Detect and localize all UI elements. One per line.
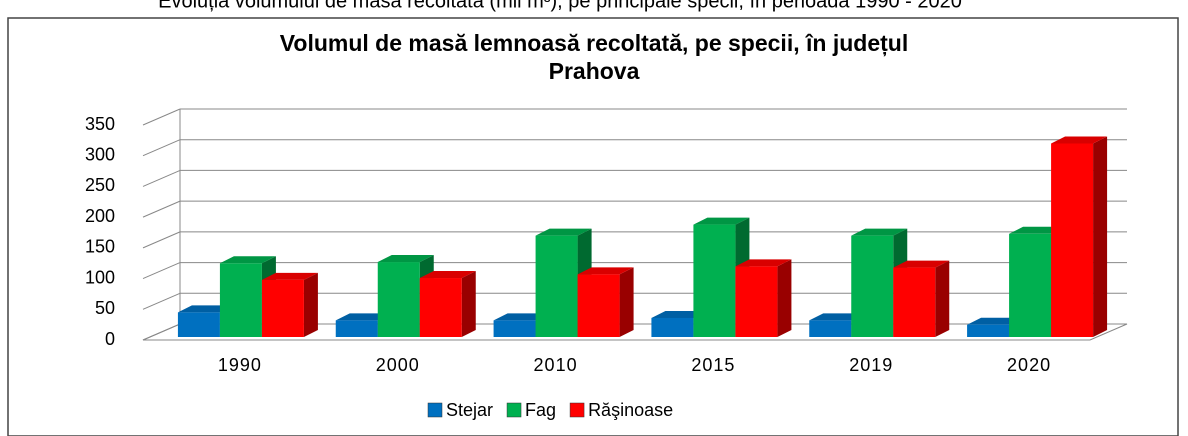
bar-top [735,259,792,267]
bar [219,256,276,337]
y-tick-label: 350 [85,114,115,134]
bar-front [809,320,852,337]
bar-front [419,278,462,337]
bar-front [693,224,736,337]
y-tick-label: 300 [85,144,115,164]
bar [577,267,634,337]
bar [893,260,950,337]
grid-line [142,169,181,187]
bar-front [1009,233,1052,337]
bar-front [1051,143,1094,337]
bar-top [893,260,950,268]
bar-side [1093,136,1108,337]
y-tick-label: 200 [85,206,115,226]
legend-swatch [427,402,443,418]
bar-front [651,317,694,337]
bar-front [577,274,620,337]
bar-side [777,259,792,337]
bar [735,259,792,337]
y-tick-label: 100 [85,267,115,287]
bar-front [335,320,378,337]
bar-front [851,235,894,337]
grid-line [142,108,181,126]
chart-frame [7,17,1179,436]
bar-front [893,267,936,337]
grid-line [142,262,181,280]
bar-top [693,217,750,225]
y-tick-label: 250 [85,175,115,195]
grid-line [142,292,181,310]
x-tick-label: 2015 [691,355,735,375]
bar-top [851,228,908,236]
x-tick-label: 2000 [376,355,420,375]
bar-side [461,271,476,337]
caption: Evoluția volumului de masă recoltată (mi… [158,0,962,12]
bar-top [219,256,276,264]
grid-line [142,200,181,218]
x-tick-label: 2010 [534,355,578,375]
bar-side [303,272,318,337]
grid-line [142,231,181,249]
bar-front [735,266,778,337]
bar-top [261,272,318,280]
bar-front [967,324,1010,337]
bar [1051,136,1108,337]
legend-label: Fag [525,400,556,420]
bar-top [377,255,434,263]
bar-front [535,235,578,337]
bar-top [535,228,592,236]
legend-label: Stejar [446,400,493,420]
title-line: Prahova [549,58,640,84]
legend-swatch [506,402,522,418]
bar-top [419,271,476,279]
y-tick-label: 0 [105,329,115,349]
title-line: Volumul de masă lemnoasă recoltată, pe s… [280,30,908,57]
legend-label: Răşinoase [588,400,673,420]
bar-front [261,279,304,337]
bar-side [619,267,634,337]
bar-front [177,312,220,337]
bar [419,271,476,337]
bar [261,272,318,337]
bar-front [219,263,262,337]
bar-front [493,320,536,337]
grid-line [142,323,181,341]
legend-swatch [569,402,585,418]
x-tick-label: 1990 [218,355,262,375]
y-tick-label: 50 [95,298,115,318]
grid-line [142,139,181,157]
x-tick-label: 2019 [849,355,893,375]
x-tick-label: 2020 [1007,355,1051,375]
bar-top [1051,136,1108,144]
y-tick-label: 150 [85,237,115,257]
bar-top [577,267,634,275]
bar-front [377,262,420,337]
chart-title: Volumul de masă lemnoasă recoltată, pe s… [280,30,908,84]
bar-side [935,260,950,337]
